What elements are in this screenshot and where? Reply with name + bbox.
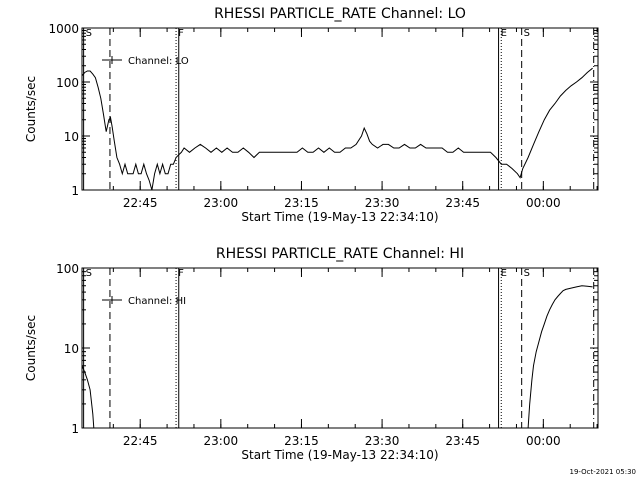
x-tick-label: 23:45 [445, 434, 480, 448]
x-axis-label: Start Time (19-May-13 22:34:10) [241, 210, 438, 224]
y-tick-label: 1000 [48, 22, 79, 36]
y-tick-label: 10 [64, 130, 79, 144]
x-tick-label: 23:30 [365, 196, 400, 210]
chart-title: RHESSI PARTICLE_RATE Channel: HI [216, 246, 464, 262]
series-line-lo [81, 67, 593, 191]
event-marker-label: F [178, 28, 184, 39]
y-tick-label: 100 [56, 262, 79, 276]
x-tick-label: 23:00 [204, 196, 239, 210]
y-tick-label: 1 [71, 184, 79, 198]
chart-title: RHESSI PARTICLE_RATE Channel: LO [214, 6, 466, 22]
x-tick-label: 23:45 [445, 196, 480, 210]
event-marker-label: E [501, 268, 507, 279]
x-tick-label: 00:00 [526, 196, 561, 210]
event-marker-label: S [86, 28, 92, 39]
x-axis-label: Start Time (19-May-13 22:34:10) [241, 448, 438, 462]
x-tick-label: 23:30 [365, 434, 400, 448]
x-tick-label: 00:00 [526, 434, 561, 448]
plot-frame [81, 267, 599, 429]
chart-panel-lo: RHESSI PARTICLE_RATE Channel: LO 1 10 100 10… [24, 6, 599, 224]
y-tick-label: 100 [56, 76, 79, 90]
event-marker-label: E [501, 28, 507, 39]
event-marker-label: S [524, 28, 530, 39]
x-tick-label: 22:45 [123, 196, 158, 210]
event-marker-label: S [86, 268, 92, 279]
legend-label: Channel: LO [128, 56, 189, 67]
series-line-hi [81, 285, 593, 429]
y-axis-label: Counts/sec [24, 76, 38, 142]
chart-panel-hi: RHESSI PARTICLE_RATE Channel: HI 1 10 100 22… [24, 246, 599, 462]
legend-label: Channel: HI [128, 296, 186, 307]
x-tick-label: 22:45 [123, 434, 158, 448]
plot-frame [81, 27, 599, 191]
x-tick-label: 23:00 [204, 434, 239, 448]
y-tick-label: 10 [64, 342, 79, 356]
x-tick-label: 23:15 [284, 196, 319, 210]
y-axis-label: Counts/sec [24, 315, 38, 381]
event-marker-label: F [178, 268, 184, 279]
timestamp: 19-Oct-2021 05:30 [570, 468, 636, 476]
event-marker-label: S [524, 268, 530, 279]
y-tick-label: 1 [71, 422, 79, 436]
x-tick-label: 23:15 [284, 434, 319, 448]
